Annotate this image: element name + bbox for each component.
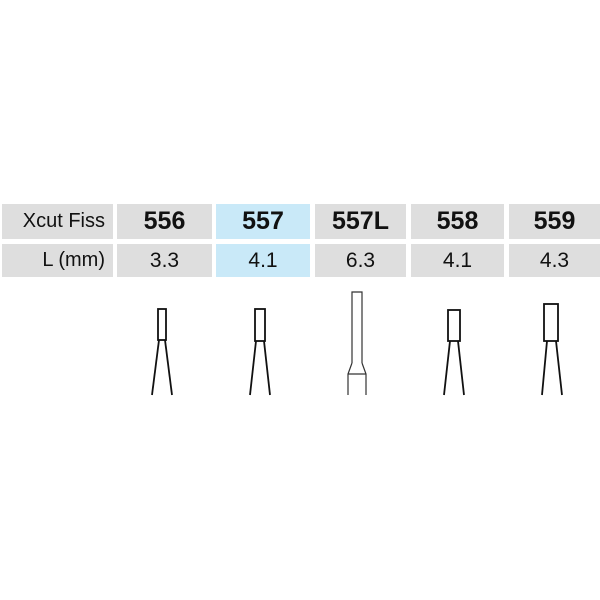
model-557: 557 (216, 204, 310, 239)
model-556: 556 (117, 204, 212, 239)
row-header-length: L (mm) (2, 244, 113, 277)
length-556: 3.3 (117, 244, 212, 277)
model-558: 558 (411, 204, 504, 239)
length-558: 4.1 (411, 244, 504, 277)
length-559: 4.3 (509, 244, 600, 277)
row-header-type: Xcut Fiss (2, 204, 113, 239)
length-557: 4.1 (216, 244, 310, 277)
length-557l: 6.3 (315, 244, 406, 277)
model-557l: 557L (315, 204, 406, 239)
bur-557l-icon (347, 291, 367, 395)
bur-557-icon (249, 308, 271, 396)
model-559: 559 (509, 204, 600, 239)
bur-559-icon (541, 303, 563, 396)
bur-558-icon (443, 309, 465, 396)
bur-556-icon (151, 308, 173, 396)
